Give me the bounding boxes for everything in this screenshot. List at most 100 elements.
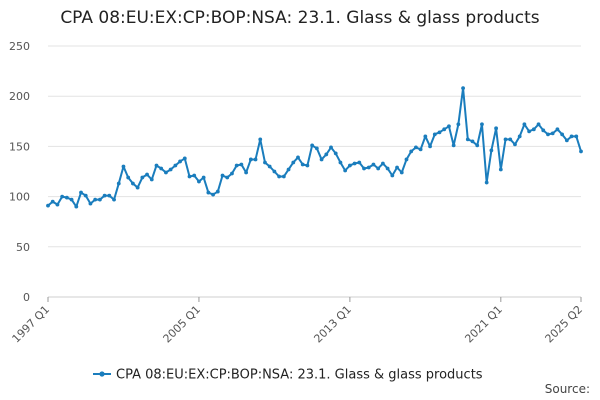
data-point[interactable] [527,129,532,134]
data-point[interactable] [564,138,569,143]
data-point[interactable] [197,179,201,184]
data-point[interactable] [50,199,55,204]
data-point[interactable] [517,134,522,139]
data-point[interactable] [60,194,65,199]
data-point[interactable] [305,163,310,168]
data-point[interactable] [107,193,112,198]
data-point[interactable] [121,164,126,169]
data-point[interactable] [404,157,409,162]
data-point[interactable] [390,173,395,178]
data-point[interactable] [159,166,164,171]
data-point[interactable] [347,163,352,168]
data-point[interactable] [83,193,88,198]
data-point[interactable] [187,174,192,179]
data-point[interactable] [541,128,546,133]
data-point[interactable] [371,162,376,167]
data-point[interactable] [343,168,348,173]
data-point[interactable] [277,174,282,179]
data-point[interactable] [423,134,428,139]
data-point[interactable] [300,162,305,167]
data-point[interactable] [55,202,60,207]
data-point[interactable] [97,197,102,202]
data-point[interactable] [324,152,329,157]
data-point[interactable] [248,157,253,162]
data-point[interactable] [522,122,527,127]
data-point[interactable] [168,167,173,172]
data-point[interactable] [215,189,220,194]
data-point[interactable] [88,201,93,206]
data-point[interactable] [409,149,414,154]
data-point[interactable] [244,170,249,175]
data-point[interactable] [513,142,517,147]
data-point[interactable] [234,163,239,168]
data-point[interactable] [314,146,319,151]
data-point[interactable] [380,161,385,166]
data-point[interactable] [178,159,182,164]
data-point[interactable] [451,143,456,148]
data-point[interactable] [102,193,107,198]
data-point[interactable] [366,165,371,170]
data-point[interactable] [489,148,494,153]
data-point[interactable] [461,86,465,91]
data-point[interactable] [428,144,432,149]
data-point[interactable] [555,127,560,132]
data-point[interactable] [579,149,583,154]
data-point[interactable] [531,127,536,132]
data-point[interactable] [385,166,390,171]
data-point[interactable] [291,160,296,165]
data-point[interactable] [432,132,437,137]
data-point[interactable] [281,174,286,179]
data-point[interactable] [465,137,470,142]
data-point[interactable] [69,197,74,202]
data-point[interactable] [352,161,357,166]
data-point[interactable] [484,180,489,185]
data-point[interactable] [145,172,149,177]
data-point[interactable] [131,181,135,186]
data-point[interactable] [220,173,225,178]
data-point[interactable] [329,145,333,150]
data-point[interactable] [79,190,83,195]
data-point[interactable] [296,155,300,160]
legend[interactable]: CPA 08:EU:EX:CP:BOP:NSA: 23.1. Glass & g… [93,368,483,383]
data-point[interactable] [376,166,381,171]
data-point[interactable] [560,132,565,137]
data-point[interactable] [116,181,121,186]
data-point[interactable] [470,139,475,144]
data-point[interactable] [263,160,267,165]
data-point[interactable] [442,127,447,132]
data-point[interactable] [508,137,513,142]
data-point[interactable] [126,175,131,180]
data-point[interactable] [362,166,366,171]
data-point[interactable] [456,122,461,127]
data-point[interactable] [173,163,178,168]
data-point[interactable] [112,197,116,202]
data-point[interactable] [310,143,315,148]
data-point[interactable] [319,157,324,162]
data-point[interactable] [154,163,159,168]
data-point[interactable] [550,131,555,136]
data-point[interactable] [338,160,343,165]
data-point[interactable] [267,164,272,169]
data-point[interactable] [182,156,187,161]
data-point[interactable] [286,167,291,172]
data-point[interactable] [135,185,140,190]
data-point[interactable] [418,147,423,152]
data-point[interactable] [475,143,480,148]
data-point[interactable] [536,122,541,127]
data-point[interactable] [93,197,98,202]
data-point[interactable] [74,204,79,209]
data-point[interactable] [395,165,399,170]
data-point[interactable] [164,170,168,175]
data-point[interactable] [46,203,50,208]
data-point[interactable] [546,132,550,137]
data-point[interactable] [272,169,277,174]
data-point[interactable] [239,162,244,167]
data-point[interactable] [503,137,508,142]
data-point[interactable] [574,134,579,139]
data-point[interactable] [437,130,442,135]
data-point[interactable] [140,175,145,180]
data-point[interactable] [211,192,215,197]
data-point[interactable] [64,195,69,200]
data-point[interactable] [414,145,418,150]
data-point[interactable] [225,175,230,180]
